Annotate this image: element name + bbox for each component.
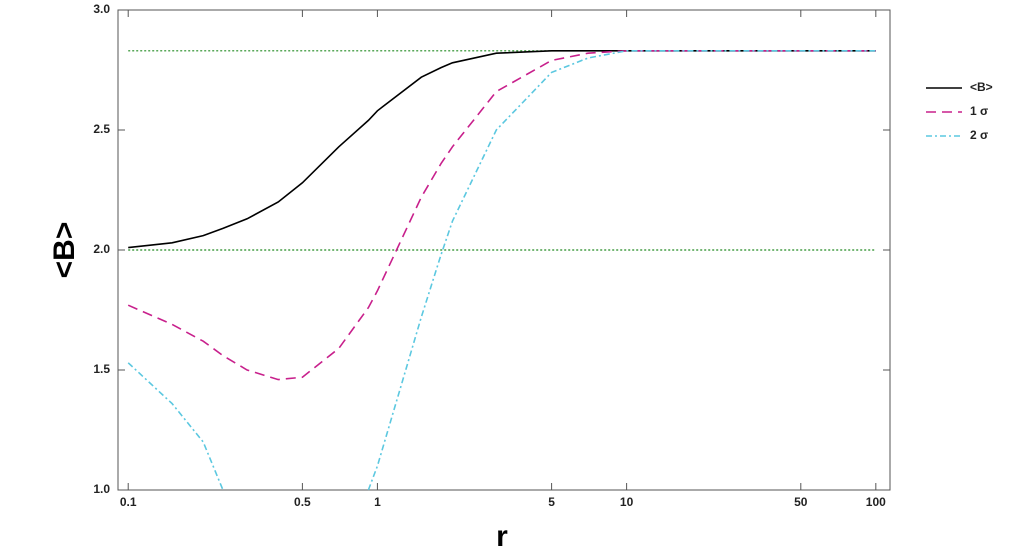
series-line [127,50,876,381]
y-axis-title: <B> [48,222,81,279]
x-tick-label: 10 [620,495,634,509]
x-axis-title: r [496,520,508,553]
x-tick-label: 1 [374,495,381,509]
y-tick-label: 2.5 [93,122,110,136]
x-tick-label: 100 [866,495,886,509]
legend-label: <B> [970,80,993,94]
series-line [128,50,876,249]
y-tick-label: 3.0 [93,2,110,16]
series-line [127,50,876,491]
legend-label: 1 σ [970,104,988,118]
y-tick-label: 1.0 [93,482,110,496]
x-tick-label: 0.5 [294,495,311,509]
legend-label: 2 σ [970,128,988,142]
x-tick-label: 5 [548,495,555,509]
x-tick-label: 0.1 [120,495,137,509]
y-tick-label: 1.5 [93,362,110,376]
x-tick-label: 50 [794,495,808,509]
y-tick-label: 2.0 [93,242,110,256]
